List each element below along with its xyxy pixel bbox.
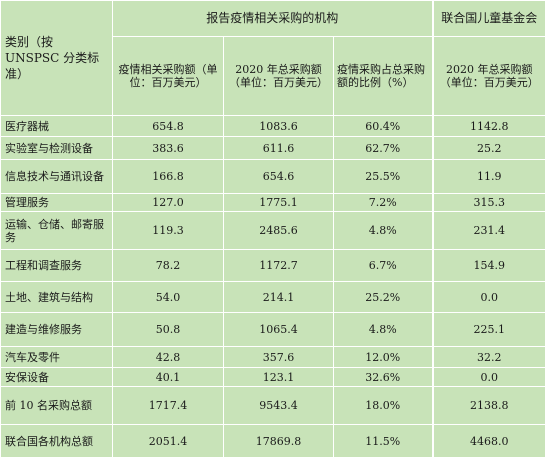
header-row-sub: 疫情相关采购额（单位：百万美元） 2020 年总采购额（单位：百万美元） 疫情采… [1, 36, 545, 116]
table-row: 安保设备 40.1 123.1 32.6% 0.0 [0, 367, 545, 387]
total-2020-cell: 654.6 [223, 159, 334, 194]
share-cell: 60.4% [332, 115, 434, 137]
unicef-total-cell: 0.0 [432, 367, 545, 387]
share-cell: 62.7% [332, 136, 434, 160]
share-cell: 18.0% [332, 386, 434, 425]
table-row: 建造与维修服务 50.8 1065.4 4.8% 225.1 [0, 312, 545, 347]
total-2020-cell: 1775.1 [223, 193, 334, 212]
total-2020-cell: 611.6 [223, 136, 334, 160]
table-row: 信息技术与通讯设备 166.8 654.6 25.5% 11.9 [0, 159, 545, 194]
share-cell: 25.2% [332, 281, 434, 313]
covid-spend-cell: 2051.4 [112, 424, 224, 458]
covid-spend-cell: 78.2 [112, 249, 224, 282]
covid-spend-cell: 654.8 [112, 115, 224, 137]
share-cell: 12.0% [332, 346, 434, 368]
unicef-header: 联合国儿童基金会 [432, 0, 545, 37]
share-cell: 11.5% [332, 424, 434, 458]
covid-spend-cell: 40.1 [112, 367, 224, 387]
table-row: 运输、仓储、邮寄服务 119.3 2485.6 4.8% 231.4 [0, 211, 545, 250]
table-row: 医疗器械 654.8 1083.6 60.4% 1142.8 [0, 115, 545, 137]
unicef-total-cell: 231.4 [432, 211, 545, 250]
covid-spend-header: 疫情相关采购额（单位：百万美元） [112, 36, 224, 116]
total-2020-cell: 2485.6 [223, 211, 334, 250]
share-header: 疫情采购占总采购额的比例（%） [332, 36, 434, 116]
covid-spend-cell: 166.8 [112, 159, 224, 194]
category-cell: 联合国各机构总额 [0, 424, 113, 458]
share-cell: 32.6% [332, 367, 434, 387]
covid-spend-cell: 383.6 [112, 136, 224, 160]
share-cell: 4.8% [332, 211, 434, 250]
category-cell: 实验室与检测设备 [0, 136, 113, 160]
share-cell: 6.7% [332, 249, 434, 282]
category-cell: 安保设备 [0, 367, 113, 387]
table-row: 实验室与检测设备 383.6 611.6 62.7% 25.2 [0, 136, 545, 160]
category-cell: 土地、建筑与结构 [0, 281, 113, 313]
unicef-total-cell: 0.0 [432, 281, 545, 313]
total-2020-header: 2020 年总采购额（单位：百万美元） [223, 36, 334, 116]
unicef-total-cell: 154.9 [432, 249, 545, 282]
unicef-total-cell: 2138.8 [432, 386, 545, 425]
covid-spend-cell: 54.0 [112, 281, 224, 313]
covid-spend-cell: 119.3 [112, 211, 224, 250]
table-row: 土地、建筑与结构 54.0 214.1 25.2% 0.0 [0, 281, 545, 313]
covid-spend-cell: 42.8 [112, 346, 224, 368]
table-row-subtotal: 前 10 名采购总额 1717.4 9543.4 18.0% 2138.8 [0, 386, 545, 425]
unicef-total-cell: 225.1 [432, 312, 545, 347]
total-2020-cell: 357.6 [223, 346, 334, 368]
header-row-top: 类别（按 UNSPSC 分类标准） 报告疫情相关采购的机构 联合国儿童基金会 [0, 0, 545, 116]
table-row: 汽车及零件 42.8 357.6 12.0% 32.2 [0, 346, 545, 368]
share-cell: 4.8% [332, 312, 434, 347]
unicef-total-cell: 11.9 [432, 159, 545, 194]
unicef-total-cell: 32.2 [432, 346, 545, 368]
covid-spend-cell: 1717.4 [112, 386, 224, 425]
unicef-total-cell: 4468.0 [432, 424, 545, 458]
category-cell: 前 10 名采购总额 [0, 386, 113, 425]
category-cell: 建造与维修服务 [0, 312, 113, 347]
category-cell: 管理服务 [0, 193, 113, 212]
total-2020-cell: 1065.4 [223, 312, 334, 347]
total-2020-cell: 9543.4 [223, 386, 334, 425]
total-2020-cell: 214.1 [223, 281, 334, 313]
unicef-total-cell: 25.2 [432, 136, 545, 160]
covid-spend-cell: 127.0 [112, 193, 224, 212]
total-2020-cell: 123.1 [223, 367, 334, 387]
covid-spend-cell: 50.8 [112, 312, 224, 347]
share-cell: 7.2% [332, 193, 434, 212]
category-header: 类别（按 UNSPSC 分类标准） [0, 0, 113, 116]
unicef-total-cell: 1142.8 [432, 115, 545, 137]
category-cell: 运输、仓储、邮寄服务 [0, 211, 113, 250]
category-cell: 信息技术与通讯设备 [0, 159, 113, 194]
share-cell: 25.5% [332, 159, 434, 194]
category-cell: 汽车及零件 [0, 346, 113, 368]
total-2020-cell: 1083.6 [223, 115, 334, 137]
category-cell: 工程和调查服务 [0, 249, 113, 282]
unicef-total-header: 2020 年总采购额（单位：百万美元） [432, 36, 545, 116]
total-2020-cell: 17869.8 [223, 424, 334, 458]
table-row: 工程和调查服务 78.2 1172.7 6.7% 154.9 [0, 249, 545, 282]
table-row: 管理服务 127.0 1775.1 7.2% 315.3 [0, 193, 545, 212]
category-cell: 医疗器械 [0, 115, 113, 137]
reporting-agencies-header: 报告疫情相关采购的机构 [111, 0, 434, 37]
total-2020-cell: 1172.7 [223, 249, 334, 282]
unicef-total-cell: 315.3 [432, 193, 545, 212]
table-row-total: 联合国各机构总额 2051.4 17869.8 11.5% 4468.0 [0, 424, 545, 458]
